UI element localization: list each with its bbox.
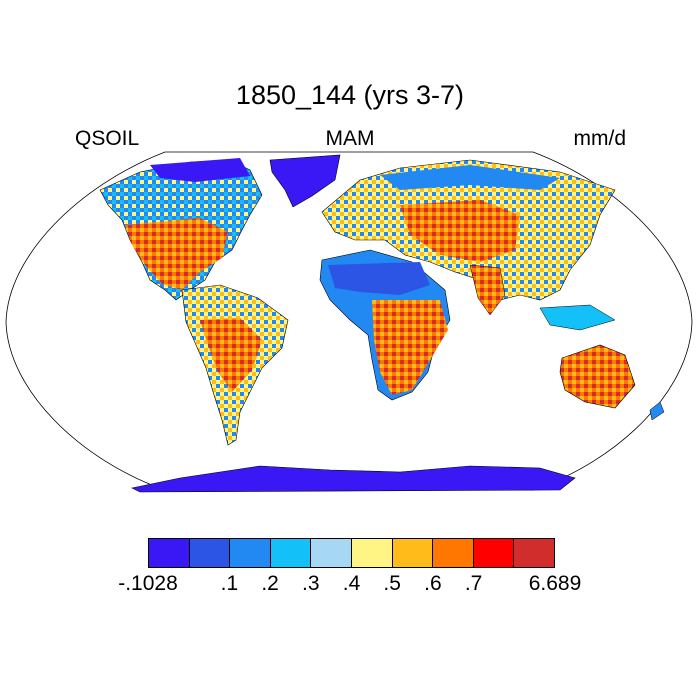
- land-south-asia: [469, 264, 506, 316]
- colorbar-tick-label: .3: [302, 572, 320, 595]
- land-usa-east: [125, 218, 228, 290]
- map-title: 1850_144 (yrs 3-7): [235, 80, 465, 110]
- land-sahara: [328, 262, 430, 295]
- colorbar-bin: [351, 539, 393, 567]
- colorbar-tick-label: .6: [424, 572, 442, 595]
- colorbar-tick-label: .2: [261, 572, 279, 595]
- season-label: MAM: [325, 127, 375, 150]
- colorbar-bin: [230, 539, 271, 567]
- land-se-asia-islands: [539, 304, 616, 331]
- land-antarctica: [131, 465, 576, 493]
- colorbar-bin: [392, 539, 434, 567]
- colorbar-tick-label: .4: [342, 572, 361, 595]
- colorbar-tick-label: .1: [220, 572, 239, 595]
- land-asia-central: [400, 200, 520, 262]
- units-label: mm/d: [573, 127, 627, 150]
- land-greenland: [269, 154, 341, 208]
- colorbar-tick-label: 6.689: [528, 572, 582, 595]
- colorbar-tick-label: .5: [383, 572, 401, 595]
- colorbar-bin: [473, 539, 515, 567]
- colorbar-bin: [433, 539, 474, 567]
- colorbar: [148, 538, 555, 568]
- colorbar-tick-label: -.1028: [118, 572, 178, 595]
- colorbar-bin: [270, 539, 312, 567]
- colorbar-bin: [149, 539, 190, 567]
- colorbar-bin: [189, 539, 231, 567]
- land-new-zealand: [649, 401, 665, 421]
- colorbar-tick-labels: -.1028 .1 .2 .3 .4 .5 .6 .7 6.689: [0, 572, 700, 598]
- colorbar-bin: [311, 539, 352, 567]
- land-canada-north: [150, 158, 250, 182]
- colorbar-bin: [514, 539, 554, 567]
- land-south-america-interior: [200, 318, 262, 392]
- land-africa-south: [372, 300, 448, 395]
- land-arctic-russia: [380, 165, 560, 190]
- variable-label: QSOIL: [75, 127, 140, 150]
- colorbar-tick-label: .7: [464, 572, 483, 595]
- land-australia: [559, 344, 636, 409]
